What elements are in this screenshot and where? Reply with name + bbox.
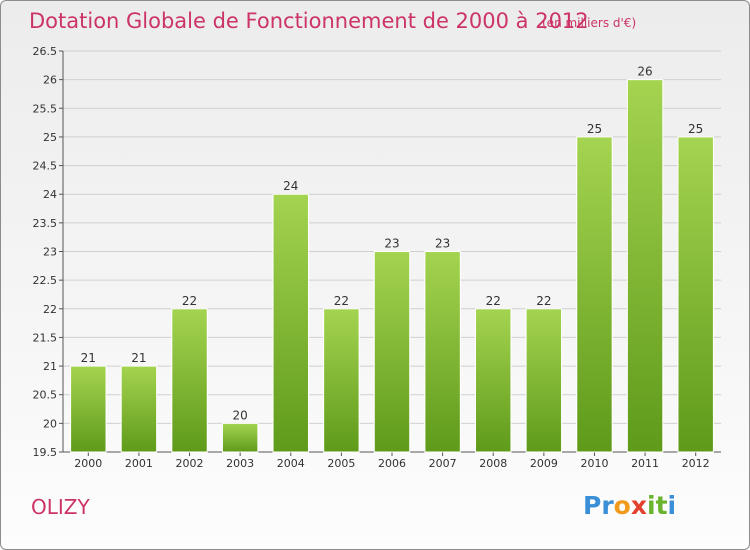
logo-letter: i xyxy=(647,491,656,520)
bar xyxy=(272,193,309,453)
x-tick-label: 2007 xyxy=(429,457,457,470)
x-tick-label: 2012 xyxy=(682,457,710,470)
bar xyxy=(475,308,512,453)
x-tick-label: 2008 xyxy=(479,457,507,470)
x-tick-label: 2009 xyxy=(530,457,558,470)
x-tick-label: 2000 xyxy=(74,457,102,470)
logo-letter: x xyxy=(630,491,647,520)
bar xyxy=(323,308,360,453)
y-tick-label: 21.5 xyxy=(33,331,58,344)
bar-value-label: 22 xyxy=(536,294,551,308)
bars xyxy=(70,79,714,453)
logo-letter: P xyxy=(583,491,602,520)
bar xyxy=(525,308,563,453)
y-tick-label: 20.5 xyxy=(33,389,58,402)
y-tick-label: 23 xyxy=(43,246,57,259)
bar xyxy=(626,79,664,453)
bar-value-label: 21 xyxy=(81,351,96,365)
y-tick-label: 24.5 xyxy=(33,160,58,173)
x-tick-label: 2003 xyxy=(226,457,254,470)
chart-subtitle: (en milliers d'€) xyxy=(542,16,637,30)
y-tick-label: 19.5 xyxy=(33,446,58,459)
y-tick-label: 24 xyxy=(43,188,57,201)
bar-value-label: 23 xyxy=(435,237,450,251)
logo-letter: t xyxy=(655,491,668,520)
bar-value-label: 22 xyxy=(182,294,197,308)
bar xyxy=(424,251,461,453)
bar-value-label: 20 xyxy=(233,408,248,422)
y-tick-label: 21 xyxy=(43,360,57,373)
y-tick-label: 25.5 xyxy=(33,102,58,115)
bar xyxy=(221,422,259,453)
bar xyxy=(576,136,613,453)
bar-value-label: 25 xyxy=(587,122,602,136)
bar-value-label: 21 xyxy=(131,351,146,365)
logo-letter: i xyxy=(667,491,677,520)
bar xyxy=(171,308,208,453)
bar xyxy=(70,365,107,453)
bar-value-label: 23 xyxy=(384,237,399,251)
x-tick-label: 2001 xyxy=(125,457,153,470)
bar xyxy=(373,251,411,453)
y-tick-label: 26.5 xyxy=(33,45,58,58)
x-tick-label: 2005 xyxy=(327,457,355,470)
bar-value-label: 22 xyxy=(334,294,349,308)
bar-value-label: 22 xyxy=(486,294,501,308)
logo-letter: o xyxy=(613,491,631,520)
y-tick-label: 22.5 xyxy=(33,274,58,287)
chart-title: Dotation Globale de Fonctionnement de 20… xyxy=(29,9,589,33)
x-tick-label: 2004 xyxy=(277,457,305,470)
x-tick-label: 2011 xyxy=(631,457,659,470)
bar-value-label: 24 xyxy=(283,179,298,193)
x-tick-label: 2010 xyxy=(580,457,608,470)
x-tick-label: 2006 xyxy=(378,457,406,470)
logo-letter: r xyxy=(601,491,614,520)
bar-value-label: 25 xyxy=(688,122,703,136)
y-tick-label: 22 xyxy=(43,303,57,316)
labels: 19.5 20 20.5 21 21.5 22 22.5 23 23.5 24 24.5 25 25.5… xyxy=(33,45,710,470)
commune-name: OLIZY xyxy=(31,495,90,519)
proxiti-logo: Proxiti xyxy=(583,491,676,520)
y-tick-label: 20 xyxy=(43,417,57,430)
y-tick-label: 26 xyxy=(43,74,57,87)
bar-value-label: 26 xyxy=(637,65,652,79)
x-tick-label: 2002 xyxy=(176,457,204,470)
bar xyxy=(120,365,158,453)
bar xyxy=(677,136,714,453)
y-tick-label: 23.5 xyxy=(33,217,58,230)
y-tick-label: 25 xyxy=(43,131,57,144)
